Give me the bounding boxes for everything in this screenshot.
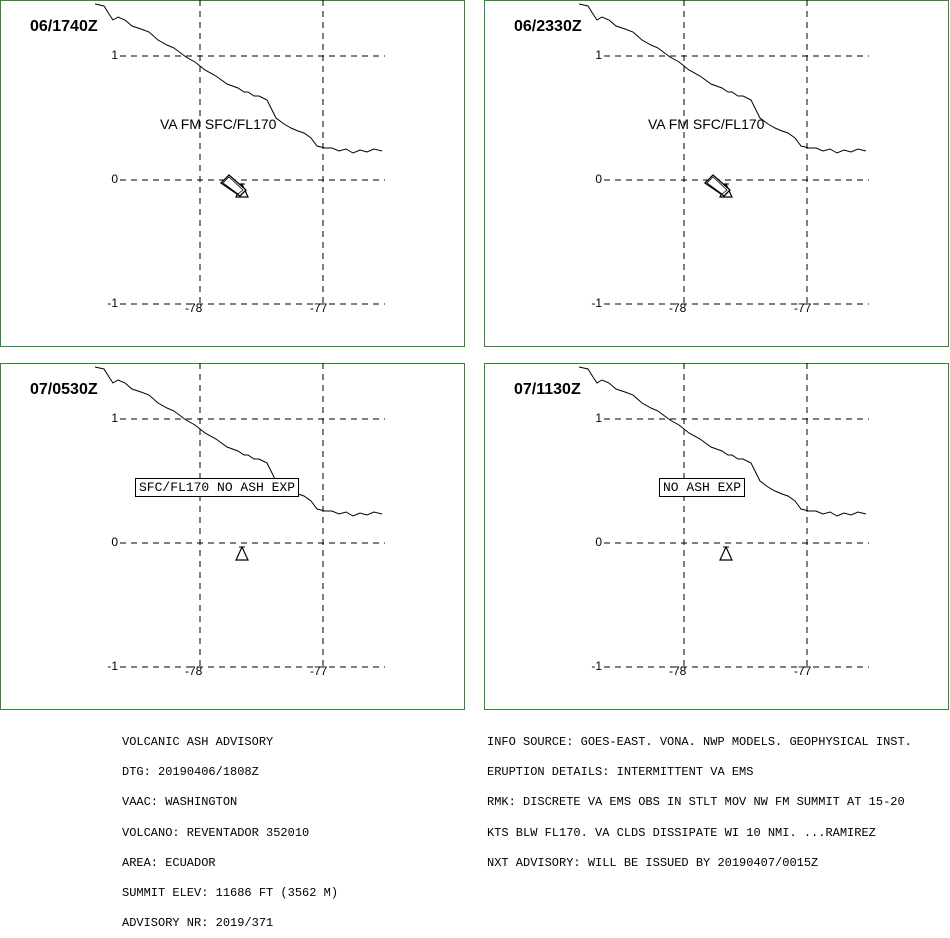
lat-tick-label: 1 <box>111 48 118 62</box>
lon-tick-label: -78 <box>669 301 687 315</box>
lat-tick-label: 1 <box>595 48 602 62</box>
coastline <box>94 3 383 154</box>
advisory-left-block: VOLCANIC ASH ADVISORY DTG: 20190406/1808… <box>122 717 338 938</box>
panel-time: 06/2330Z <box>514 18 582 35</box>
lat-tick-label: -1 <box>591 659 602 673</box>
lat-tick-label: -1 <box>591 296 602 310</box>
lat-tick-label: 1 <box>595 411 602 425</box>
panel-frame <box>484 0 949 347</box>
forecast-panel-3: 07/0530Z 1 0 -1 -78 -77 SFC/FL170 NO ASH… <box>0 363 465 710</box>
advisory-right-block: INFO SOURCE: GOES-EAST. VONA. NWP MODELS… <box>487 717 912 878</box>
no-ash-expected-label: SFC/FL170 NO ASH EXP <box>135 478 300 497</box>
volcanic-ash-label: VA FM SFC/FL170 <box>648 116 765 132</box>
lat-tick-label: 0 <box>111 172 118 186</box>
advisory-line: DTG: 20190406/1808Z <box>122 765 259 780</box>
ash-cloud-polygon <box>703 174 731 197</box>
lon-tick-label: -78 <box>185 664 203 678</box>
advisory-line: VAAC: WASHINGTON <box>122 795 238 810</box>
volcanic-ash-label: VA FM SFC/FL170 <box>160 116 277 132</box>
lat-tick-label: 1 <box>111 411 118 425</box>
panel-time: 06/1740Z <box>30 18 98 35</box>
map-canvas <box>0 363 465 710</box>
advisory-line: INFO SOURCE: GOES-EAST. VONA. NWP MODELS… <box>487 735 912 749</box>
ash-cloud-polygon <box>219 174 247 197</box>
coastline <box>578 3 867 154</box>
panel-frame <box>0 363 465 710</box>
volcano-icon <box>235 545 249 561</box>
forecast-panel-2: 06/2330Z 1 0 -1 -78 -77 VA FM SFC/FL170 <box>484 0 949 347</box>
forecast-panel-4: 07/1130Z 1 0 -1 -78 -77 NO ASH EXP <box>484 363 949 710</box>
panel-frame <box>484 363 949 710</box>
advisory-line: VOLCANIC ASH ADVISORY <box>122 735 274 749</box>
forecast-panel-1: 06/1740Z 1 0 -1 -78 -77 VA FM SFC/FL170 <box>0 0 465 347</box>
map-canvas <box>0 0 465 347</box>
map-canvas <box>484 363 949 710</box>
panel-time: 07/1130Z <box>514 381 581 398</box>
advisory-line: AREA: ECUADOR <box>122 855 216 870</box>
ash-cloud-polygon <box>222 176 244 195</box>
map-canvas <box>484 0 949 347</box>
panel-time: 07/0530Z <box>30 381 98 398</box>
lon-tick-label: -77 <box>310 301 328 315</box>
advisory-line: VOLCANO: REVENTADOR 352010 <box>122 825 310 840</box>
lon-tick-label: -78 <box>669 664 687 678</box>
volcano-icon <box>719 545 733 561</box>
advisory-line: ERUPTION DETAILS: INTERMITTENT VA EMS <box>487 765 754 780</box>
lat-tick-label: 0 <box>595 172 602 186</box>
advisory-line: NXT ADVISORY: WILL BE ISSUED BY 20190407… <box>487 855 819 870</box>
advisory-line: KTS BLW FL170. VA CLDS DISSIPATE WI 10 N… <box>487 825 876 840</box>
lat-tick-label: -1 <box>107 659 118 673</box>
coastline <box>578 366 867 517</box>
ash-cloud-polygon <box>706 176 728 195</box>
coastline <box>94 366 383 517</box>
lon-tick-label: -77 <box>794 301 812 315</box>
advisory-line: ADVISORY NR: 2019/371 <box>122 916 274 931</box>
lat-tick-label: 0 <box>595 535 602 549</box>
no-ash-expected-label: NO ASH EXP <box>659 478 746 497</box>
lon-tick-label: -78 <box>185 301 203 315</box>
lon-tick-label: -77 <box>310 664 328 678</box>
advisory-line: SUMMIT ELEV: 11686 FT (3562 M) <box>122 885 339 900</box>
lat-tick-label: 0 <box>111 535 118 549</box>
advisory-line: RMK: DISCRETE VA EMS OBS IN STLT MOV NW … <box>487 795 905 810</box>
panel-frame <box>0 0 465 347</box>
lat-tick-label: -1 <box>107 296 118 310</box>
lon-tick-label: -77 <box>794 664 812 678</box>
